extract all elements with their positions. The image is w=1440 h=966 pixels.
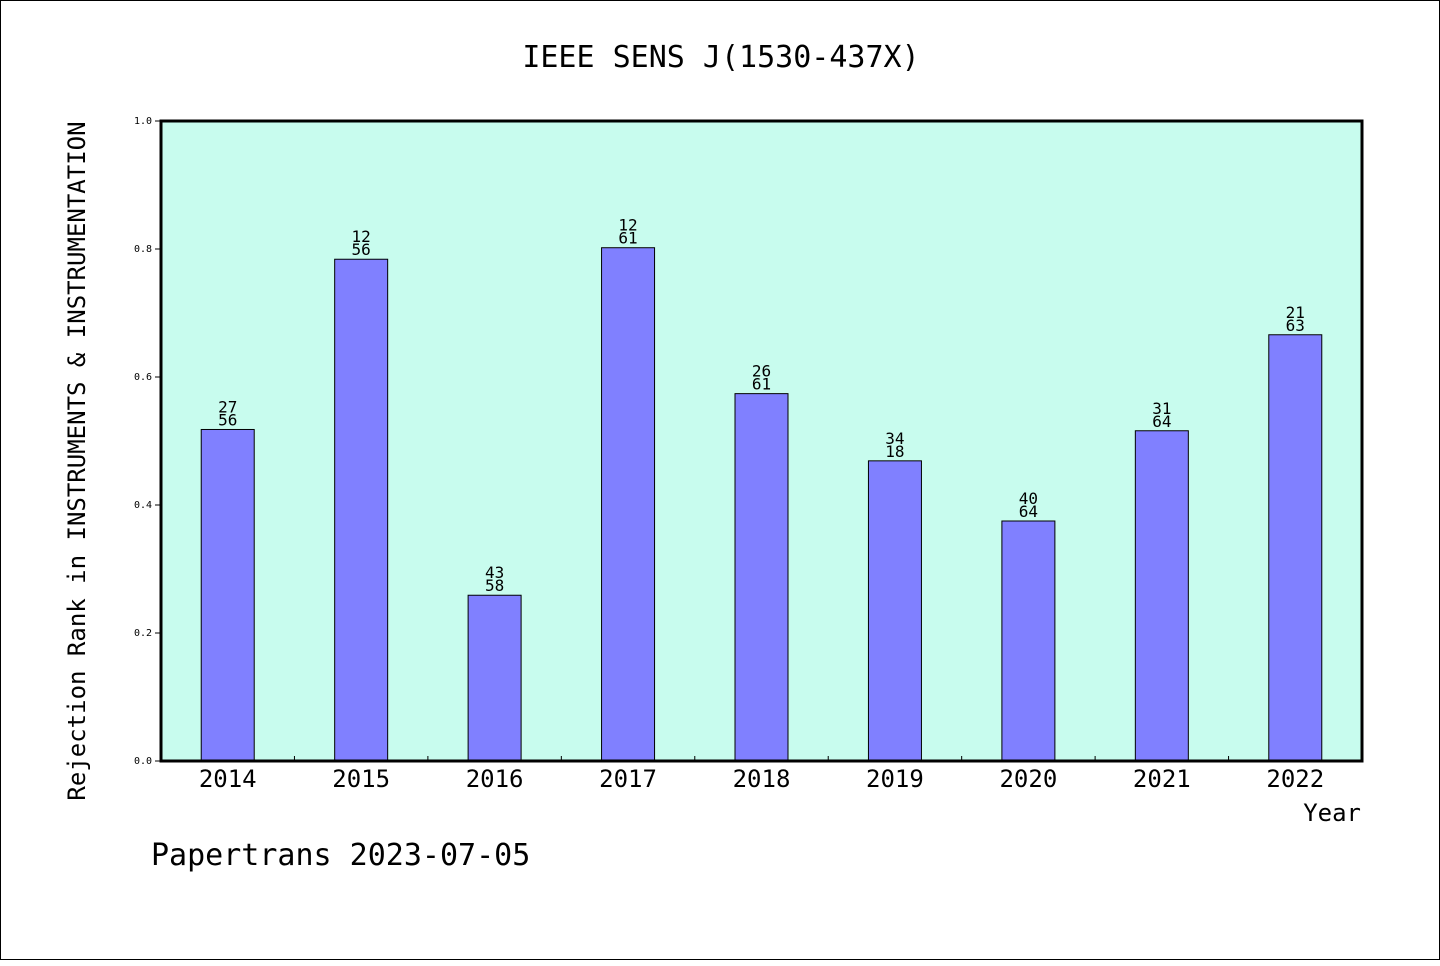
x-tick-label-2016: 2016 [466,765,524,793]
bar-label-top-2015: 12 [352,227,371,246]
bar-label-bottom-2014: 56 [218,410,237,429]
bar-2018 [734,393,789,762]
bar-label-bottom-2020: 64 [1019,502,1038,521]
plot-border [159,119,1364,763]
bar-label-bottom-2016: 58 [485,576,504,595]
bars-group [200,247,1323,762]
x-tick-label-2014: 2014 [199,765,257,793]
bar-label-top-2016: 43 [485,563,504,582]
bar-label-bottom-2017: 61 [618,229,637,248]
x-axis: 2014 2015 2016 2017 2018 2019 2020 2021 2022 [199,756,1324,793]
bar-label-bottom-2019: 18 [885,442,904,461]
x-axis-label: Year [1303,799,1361,827]
bar-label-top-2017: 12 [618,216,637,235]
bar-2015 [334,258,389,762]
bar-2019 [867,460,922,762]
bar-2014 [200,428,255,762]
bar-label-top-2019: 34 [885,429,904,448]
x-tick-label-2020: 2020 [999,765,1057,793]
y-axis: 0.0 0.2 0.4 0.6 0.8 1.0 [134,116,161,767]
x-tick-label-2021: 2021 [1133,765,1191,793]
footer-credit: Papertrans 2023-07-05 [151,838,530,873]
x-tick-label-2017: 2017 [599,765,657,793]
bar-2017 [601,247,656,762]
bar-2016 [467,594,522,762]
bar-label-bottom-2018: 61 [752,375,771,394]
bar-label-bottom-2021: 64 [1152,412,1171,431]
bar-label-top-2021: 31 [1152,399,1171,418]
x-tick-label-2022: 2022 [1266,765,1324,793]
y-tick-label-0.2: 0.2 [134,628,152,639]
chart-title: IEEE SENS J(1530-437X) [522,40,919,75]
bar-label-top-2014: 27 [218,397,237,416]
y-tick-label-0.4: 0.4 [134,500,152,511]
y-tick-label-0.6: 0.6 [134,372,152,383]
bar-label-bottom-2022: 63 [1286,316,1305,335]
x-tick-label-2019: 2019 [866,765,924,793]
y-axis-label: Rejection Rank in INSTRUMENTS & INSTRUME… [63,121,91,800]
y-tick-label-0.0: 0.0 [134,756,152,767]
bar-2022 [1268,334,1323,762]
bar-label-top-2020: 40 [1019,489,1038,508]
x-tick-label-2018: 2018 [733,765,791,793]
bar-label-top-2018: 26 [752,362,771,381]
bar-label-bottom-2015: 56 [352,240,371,259]
bar-2021 [1134,430,1189,762]
y-tick-label-1.0: 1.0 [134,116,152,127]
y-tick-label-0.8: 0.8 [134,244,152,255]
bar-2020 [1001,520,1056,762]
bar-label-top-2022: 21 [1286,303,1305,322]
x-tick-label-2015: 2015 [332,765,390,793]
